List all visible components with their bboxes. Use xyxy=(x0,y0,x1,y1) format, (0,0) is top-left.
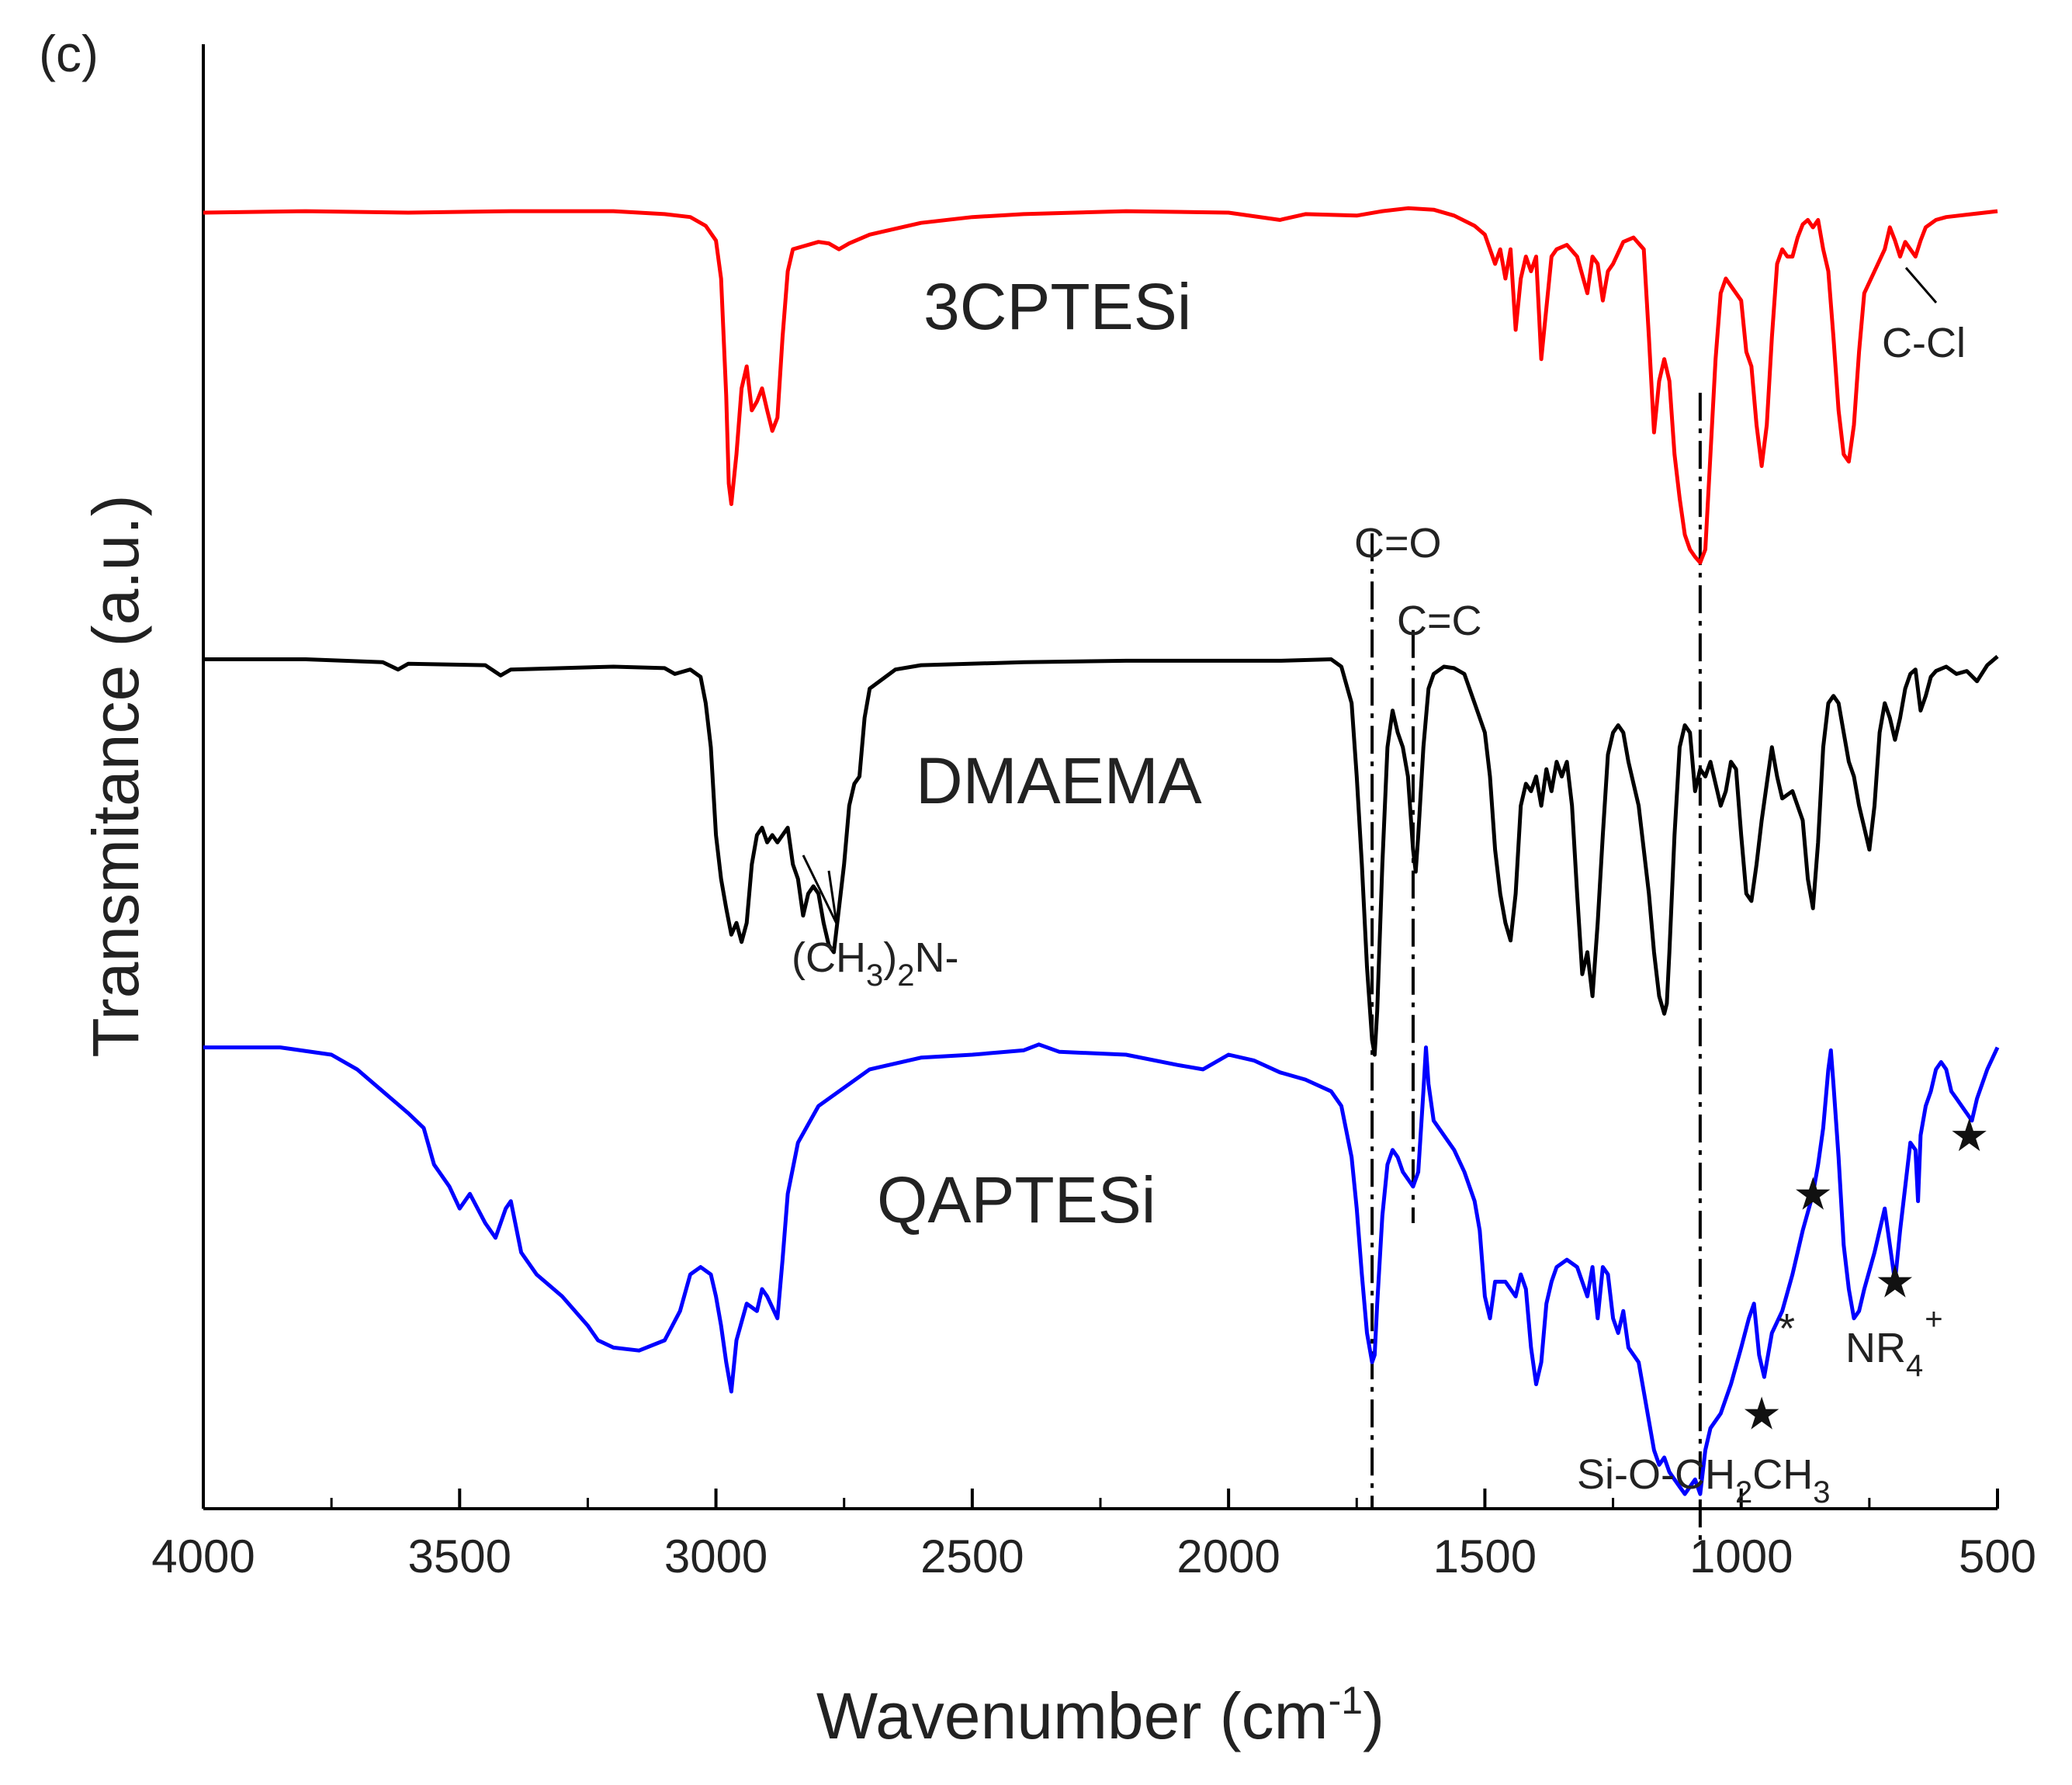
si-main: Si-O-CH xyxy=(1577,1451,1735,1498)
nr-sup: + xyxy=(1925,1302,1942,1336)
c-cl-leader xyxy=(1904,267,1938,303)
star-marker-icon: ★ xyxy=(1793,1167,1833,1220)
series-label-dmaema: DMAEMA xyxy=(916,744,1202,817)
amine-end: N- xyxy=(914,934,958,981)
star-marker-icon: ★ xyxy=(1875,1256,1915,1308)
x-tick-label: 1500 xyxy=(1433,1530,1537,1582)
series-line-dmaema xyxy=(203,654,1999,1057)
amine-leader-1 xyxy=(802,854,838,924)
x-tick-label: 500 xyxy=(1959,1530,2036,1582)
amine-leader-2 xyxy=(827,870,838,924)
amine-mid: ) xyxy=(883,934,897,981)
xlabel-main: Wavenumber (cm xyxy=(816,1679,1329,1752)
x-axis-title: Wavenumber (cm-1) xyxy=(816,1679,1384,1752)
annotation-si-o-ch2ch3: Si-O-CH2CH3 xyxy=(1577,1451,1830,1509)
star-marker-icon: ★ xyxy=(1949,1109,1990,1162)
amine-sub2: 2 xyxy=(897,958,914,993)
si-sub2: 3 xyxy=(1813,1475,1830,1509)
x-tick-label: 1000 xyxy=(1689,1530,1793,1582)
series-label-qaptesi: QAPTESi xyxy=(877,1163,1156,1236)
nr-sub: 4 xyxy=(1906,1349,1923,1383)
annotation-amine: (CH3)2N- xyxy=(792,934,958,993)
annotation-nr4: NR4+ xyxy=(1845,1302,1943,1383)
xlabel-end: ) xyxy=(1363,1679,1384,1752)
star-marker-icon: ★ xyxy=(1741,1387,1782,1440)
x-tick-label: 3000 xyxy=(664,1530,767,1582)
series-line-qaptesi xyxy=(203,1042,2000,1496)
y-axis-title: Transmitance (a.u.) xyxy=(79,494,152,1057)
si-sub1: 2 xyxy=(1735,1475,1752,1509)
x-tick-label: 2000 xyxy=(1176,1530,1280,1582)
nr4-star-markers: ★ ★ ★ ★ xyxy=(1741,1109,1990,1440)
si-mid: CH xyxy=(1752,1451,1813,1498)
annotation-c-c: C=C xyxy=(1397,598,1482,644)
annotation-c-o: C=O xyxy=(1354,520,1442,567)
amine-main: (CH xyxy=(792,934,866,981)
x-tick-label: 4000 xyxy=(151,1530,255,1582)
x-tick-label: 3500 xyxy=(408,1530,511,1582)
series-group xyxy=(203,206,2000,1496)
xlabel-sup: -1 xyxy=(1329,1679,1363,1722)
annotation-c-cl: C-Cl xyxy=(1882,320,1966,366)
series-label-3cptesi: 3CPTESi xyxy=(923,270,1191,343)
x-ticks: 4000 3500 3000 2500 2000 1500 1000 500 xyxy=(151,1489,2036,1582)
series-line-3cptesi xyxy=(203,206,1998,565)
x-tick-label: 2500 xyxy=(920,1530,1024,1582)
nr4-asterisk: * xyxy=(1779,1305,1795,1352)
panel-label: (c) xyxy=(39,25,99,82)
amine-sub1: 3 xyxy=(866,958,883,993)
nr-main: NR xyxy=(1845,1325,1906,1371)
